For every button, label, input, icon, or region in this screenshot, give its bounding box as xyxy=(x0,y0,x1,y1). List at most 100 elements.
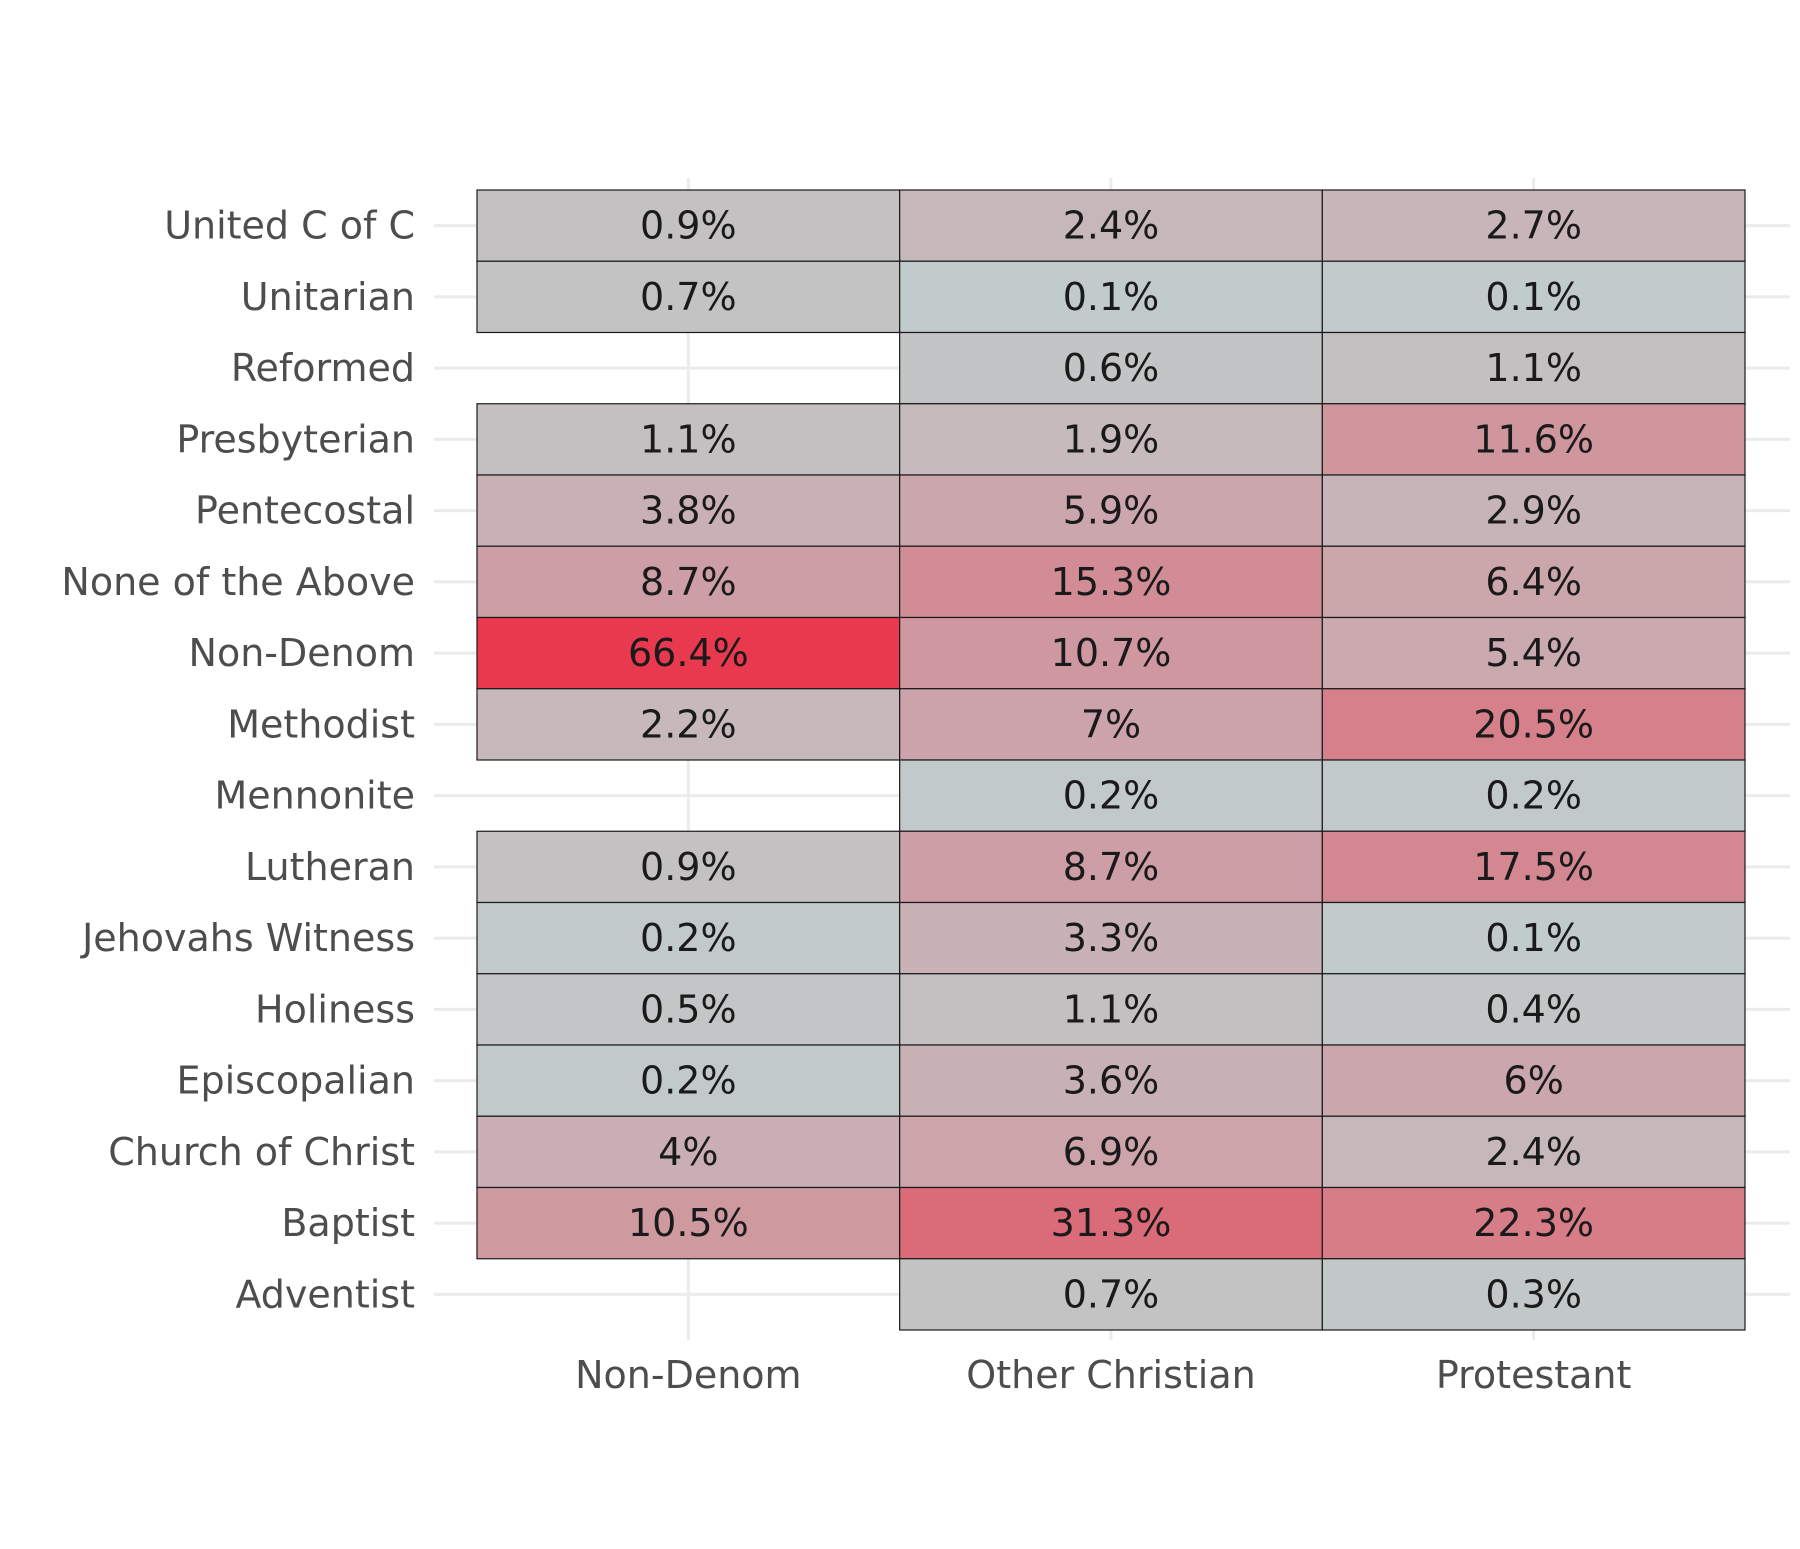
y-tick-label-reformed: Reformed xyxy=(231,346,415,390)
cell-united-c-of-c-protestant-label: 2.7% xyxy=(1485,204,1582,248)
cell-united-c-of-c-non-denom-label: 0.9% xyxy=(640,204,737,248)
cell-unitarian-non-denom-label: 0.7% xyxy=(640,275,737,319)
cell-jehovahs-witness-non-denom-label: 0.2% xyxy=(640,916,737,960)
cell-church-of-christ-other-christian-label: 6.9% xyxy=(1063,1130,1160,1174)
cell-jehovahs-witness-other-christian xyxy=(899,901,1323,975)
cell-holiness-non-denom-label: 0.5% xyxy=(640,987,737,1031)
y-tick-label-jehovahs-witness: Jehovahs Witness xyxy=(80,916,415,960)
cell-methodist-protestant xyxy=(1321,688,1746,761)
cell-unitarian-non-denom xyxy=(476,260,901,334)
cell-non-denom-non-denom xyxy=(476,616,901,690)
cell-united-c-of-c-non-denom xyxy=(476,189,901,262)
y-tick-label-adventist: Adventist xyxy=(235,1272,415,1316)
cell-presbyterian-other-christian xyxy=(899,403,1323,476)
y-tick-label-non-denom: Non-Denom xyxy=(189,631,415,675)
cell-presbyterian-protestant-label: 11.6% xyxy=(1473,417,1594,461)
cell-mennonite-other-christian-label: 0.2% xyxy=(1063,774,1160,818)
cell-holiness-other-christian xyxy=(899,973,1323,1046)
cell-pentecostal-protestant xyxy=(1321,474,1746,547)
cell-unitarian-protestant-label: 0.1% xyxy=(1485,275,1582,319)
y-tick-label-episcopalian: Episcopalian xyxy=(176,1059,415,1103)
y-tick-label-unitarian: Unitarian xyxy=(241,275,415,319)
cell-episcopalian-other-christian-label: 3.6% xyxy=(1063,1059,1160,1103)
cell-united-c-of-c-other-christian-label: 2.4% xyxy=(1063,204,1160,248)
cell-church-of-christ-other-christian xyxy=(899,1115,1323,1189)
cell-none-of-the-above-protestant-label: 6.4% xyxy=(1485,560,1582,604)
cell-church-of-christ-non-denom-label: 4% xyxy=(658,1130,718,1174)
cell-united-c-of-c-other-christian xyxy=(899,189,1323,262)
y-tick-label-none-of-the-above: None of the Above xyxy=(61,560,415,604)
cell-non-denom-protestant xyxy=(1321,616,1746,690)
y-tick-label-united-c-of-c: United C of C xyxy=(164,204,415,248)
cell-lutheran-protestant xyxy=(1321,830,1746,904)
cell-jehovahs-witness-other-christian-label: 3.3% xyxy=(1063,916,1160,960)
cell-baptist-other-christian xyxy=(899,1186,1323,1260)
cell-none-of-the-above-protestant xyxy=(1321,545,1746,619)
cell-holiness-protestant-label: 0.4% xyxy=(1485,987,1582,1031)
cell-none-of-the-above-other-christian-label: 15.3% xyxy=(1051,560,1172,604)
x-tick-label-other-christian: Other Christian xyxy=(966,1353,1255,1397)
cell-church-of-christ-protestant xyxy=(1321,1115,1746,1189)
cell-adventist-protestant-label: 0.3% xyxy=(1485,1272,1582,1316)
cell-holiness-other-christian-label: 1.1% xyxy=(1063,987,1160,1031)
y-axis-labels: United C of C Unitarian Reformed Presbyteri… xyxy=(61,204,415,1317)
cell-episcopalian-protestant xyxy=(1321,1044,1746,1117)
cell-pentecostal-other-christian-label: 5.9% xyxy=(1063,489,1160,533)
cell-none-of-the-above-non-denom xyxy=(476,545,901,619)
cell-episcopalian-non-denom-label: 0.2% xyxy=(640,1059,737,1103)
cell-lutheran-protestant-label: 17.5% xyxy=(1473,845,1594,889)
cell-mennonite-protestant xyxy=(1321,759,1746,832)
cell-reformed-protestant-label: 1.1% xyxy=(1485,346,1582,390)
y-tick-label-pentecostal: Pentecostal xyxy=(195,489,415,533)
cell-baptist-protestant-label: 22.3% xyxy=(1473,1201,1594,1245)
cell-presbyterian-protestant xyxy=(1321,403,1746,476)
cell-lutheran-other-christian xyxy=(899,830,1323,904)
y-tick-label-presbyterian: Presbyterian xyxy=(176,417,415,461)
cell-unitarian-other-christian-label: 0.1% xyxy=(1063,275,1160,319)
cell-pentecostal-protestant-label: 2.9% xyxy=(1485,489,1582,533)
cell-pentecostal-non-denom-label: 3.8% xyxy=(640,489,737,533)
x-tick-label-protestant: Protestant xyxy=(1436,1353,1632,1397)
cell-methodist-non-denom-label: 2.2% xyxy=(640,702,737,746)
cell-non-denom-other-christian-label: 10.7% xyxy=(1051,631,1172,675)
y-tick-label-methodist: Methodist xyxy=(227,702,415,746)
cell-adventist-other-christian-label: 0.7% xyxy=(1063,1272,1160,1316)
cell-jehovahs-witness-protestant-label: 0.1% xyxy=(1485,916,1582,960)
y-tick-label-holiness: Holiness xyxy=(255,987,415,1031)
cell-layer: 0.9% 2.4% 2.7% 0.7% 0.1% 0.1% 0.6% 1.1% 1.1% 1.9%… xyxy=(476,189,1746,1331)
cell-lutheran-other-christian-label: 8.7% xyxy=(1063,845,1160,889)
cell-jehovahs-witness-protestant xyxy=(1321,901,1746,975)
cell-baptist-non-denom-label: 10.5% xyxy=(628,1201,749,1245)
cell-reformed-other-christian-label: 0.6% xyxy=(1063,346,1160,390)
y-tick-label-baptist: Baptist xyxy=(281,1201,415,1245)
cell-non-denom-protestant-label: 5.4% xyxy=(1485,631,1582,675)
cell-episcopalian-non-denom xyxy=(476,1044,901,1117)
cell-methodist-non-denom xyxy=(476,688,901,761)
y-tick-label-mennonite: Mennonite xyxy=(214,774,415,818)
cell-methodist-other-christian-label: 7% xyxy=(1081,702,1141,746)
cell-episcopalian-protestant-label: 6% xyxy=(1504,1059,1564,1103)
cell-none-of-the-above-non-denom-label: 8.7% xyxy=(640,560,737,604)
cell-mennonite-other-christian xyxy=(899,759,1323,832)
cell-methodist-protestant-label: 20.5% xyxy=(1473,702,1594,746)
cell-methodist-other-christian xyxy=(899,688,1323,761)
cell-reformed-other-christian xyxy=(899,331,1323,405)
x-tick-label-non-denom: Non-Denom xyxy=(575,1353,801,1397)
cell-mennonite-protestant-label: 0.2% xyxy=(1485,774,1582,818)
y-tick-label-church-of-christ: Church of Christ xyxy=(108,1130,415,1174)
cell-adventist-protestant xyxy=(1321,1258,1746,1331)
cell-jehovahs-witness-non-denom xyxy=(476,901,901,975)
cell-baptist-other-christian-label: 31.3% xyxy=(1051,1201,1172,1245)
cell-holiness-non-denom xyxy=(476,973,901,1046)
cell-unitarian-other-christian xyxy=(899,260,1323,334)
cell-united-c-of-c-protestant xyxy=(1321,189,1746,262)
cell-church-of-christ-non-denom xyxy=(476,1115,901,1189)
cell-presbyterian-other-christian-label: 1.9% xyxy=(1063,417,1160,461)
cell-reformed-protestant xyxy=(1321,331,1746,405)
cell-adventist-other-christian xyxy=(899,1258,1323,1331)
cell-church-of-christ-protestant-label: 2.4% xyxy=(1485,1130,1582,1174)
cell-lutheran-non-denom-label: 0.9% xyxy=(640,845,737,889)
y-tick-label-lutheran: Lutheran xyxy=(245,845,415,889)
x-axis-labels: Non-Denom Other Christian Protestant xyxy=(575,1353,1631,1397)
